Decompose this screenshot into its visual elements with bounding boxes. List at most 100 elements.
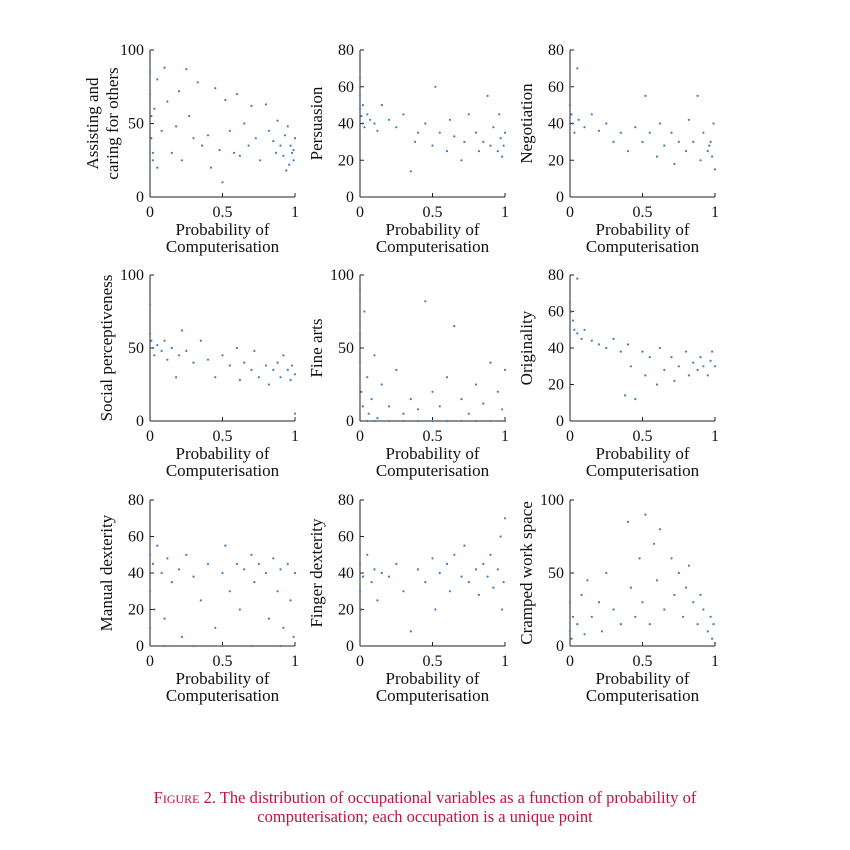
data-point xyxy=(501,408,504,411)
data-point xyxy=(358,76,362,79)
data-point xyxy=(175,125,178,128)
y-axis-label: Assisting and xyxy=(83,77,102,170)
y-tick-label: 80 xyxy=(338,42,354,59)
data-point xyxy=(453,135,456,138)
data-point xyxy=(361,575,364,578)
data-point xyxy=(253,349,256,352)
subplot-1: 0 50 100 0 0.5 1 Probability ofComputerisation… xyxy=(83,42,299,256)
x-tick-label: 0.5 xyxy=(423,428,443,445)
y-tick-label: 100 xyxy=(330,267,354,284)
data-point xyxy=(402,412,405,415)
data-point xyxy=(438,131,441,134)
data-point xyxy=(634,398,637,401)
data-point xyxy=(366,113,369,116)
data-point xyxy=(573,131,576,134)
data-point xyxy=(275,151,278,154)
data-point xyxy=(612,140,615,143)
data-point xyxy=(463,140,466,143)
data-point xyxy=(293,373,297,376)
data-point xyxy=(150,137,153,140)
x-axis-label: Computerisation xyxy=(166,686,280,705)
data-point xyxy=(684,350,688,353)
data-point xyxy=(196,81,199,84)
data-point xyxy=(153,354,156,357)
data-point xyxy=(160,571,163,575)
caption-label: Figure 2. xyxy=(153,788,216,807)
data-point xyxy=(276,361,279,364)
data-point xyxy=(228,364,231,367)
data-point xyxy=(434,85,437,88)
data-point xyxy=(482,402,485,405)
data-point xyxy=(644,94,647,97)
x-tick-label: 0.5 xyxy=(633,204,653,221)
y-tick-label: 20 xyxy=(338,152,354,169)
data-point xyxy=(486,94,489,97)
data-point xyxy=(402,113,405,116)
data-point xyxy=(257,562,260,566)
subplot-4: 0 50 100 0 0.5 1 Probability ofComputerisation… xyxy=(97,267,299,480)
data-point xyxy=(153,107,156,110)
data-point xyxy=(474,419,478,423)
data-point xyxy=(448,118,451,121)
data-point xyxy=(166,557,169,560)
data-point xyxy=(503,131,507,134)
y-tick-label: 0 xyxy=(556,413,564,430)
data-point xyxy=(373,419,376,423)
data-point xyxy=(177,90,181,93)
data-point xyxy=(655,579,659,582)
data-point xyxy=(571,122,575,125)
data-point xyxy=(573,328,576,331)
subplot-3: 0 20 40 60 80 0 0.5 1 Probability ofComputerisat… xyxy=(517,42,719,256)
data-point xyxy=(580,593,583,597)
data-point xyxy=(199,339,202,342)
data-point xyxy=(221,354,224,357)
data-point xyxy=(696,623,699,626)
data-point xyxy=(376,129,379,132)
data-point xyxy=(477,150,480,153)
data-point xyxy=(395,562,398,566)
data-point xyxy=(366,553,369,556)
data-point xyxy=(474,568,478,571)
subplot-7: 0 20 40 60 80 0 0.5 1 Probability ofComputerisat… xyxy=(97,492,299,705)
data-point xyxy=(629,365,633,368)
x-axis-label: Probability of xyxy=(596,444,690,463)
data-point xyxy=(644,374,647,377)
y-axis-label: caring for others xyxy=(103,67,122,179)
data-point xyxy=(577,118,580,121)
data-point xyxy=(243,122,246,125)
data-point xyxy=(431,419,434,423)
data-point xyxy=(163,339,166,342)
y-tick-label: 0 xyxy=(136,638,144,655)
data-point xyxy=(395,126,398,129)
x-axis-label: Computerisation xyxy=(586,237,700,256)
data-point xyxy=(583,328,586,331)
data-point xyxy=(709,615,712,618)
data-point xyxy=(576,332,579,335)
y-tick-label: 0 xyxy=(346,189,354,206)
data-point xyxy=(571,615,575,618)
data-point xyxy=(496,390,499,393)
y-tick-label: 40 xyxy=(548,340,564,357)
data-point xyxy=(706,150,709,153)
data-point xyxy=(576,67,579,70)
data-point xyxy=(416,419,420,423)
data-point xyxy=(489,361,492,364)
data-point xyxy=(221,644,224,648)
data-point xyxy=(713,168,717,171)
data-point xyxy=(276,590,279,593)
x-tick-label: 1 xyxy=(711,204,719,221)
data-point xyxy=(583,126,586,129)
data-point xyxy=(638,557,641,560)
data-point xyxy=(626,150,630,153)
y-tick-label: 0 xyxy=(346,413,354,430)
y-tick-label: 80 xyxy=(128,492,144,509)
data-point xyxy=(626,343,630,346)
y-axis-label: Social perceptiveness xyxy=(97,275,116,422)
data-point xyxy=(292,635,295,639)
x-axis-label: Computerisation xyxy=(166,461,280,480)
data-point xyxy=(279,644,282,648)
data-point xyxy=(498,113,501,116)
data-point xyxy=(282,626,285,629)
data-point xyxy=(238,379,241,382)
data-point xyxy=(673,593,676,597)
